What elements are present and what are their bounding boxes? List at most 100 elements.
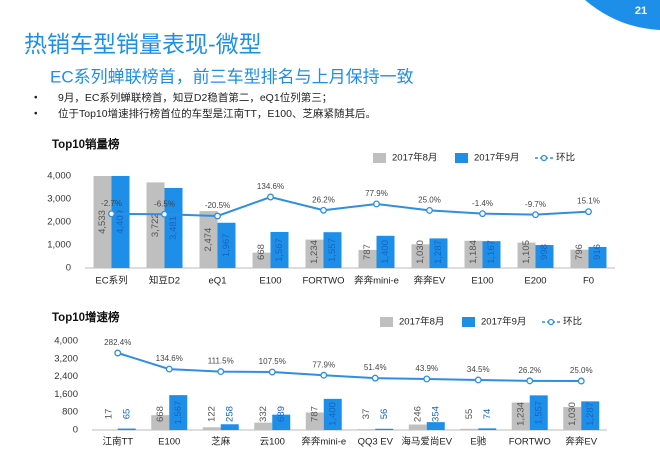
x-tick-label: E100 bbox=[471, 276, 493, 287]
line-marker bbox=[320, 206, 327, 214]
bullet-text: 位于Top10增速排行榜首位的车型是江南TT，E100、芝麻紧随其后。 bbox=[58, 107, 376, 120]
bar-value-label: 258 bbox=[224, 406, 235, 422]
x-tick-label: FORTWO bbox=[302, 276, 344, 287]
bar bbox=[272, 414, 291, 430]
x-tick-label: 江南TT bbox=[102, 436, 133, 448]
x-tick-label: E100 bbox=[259, 276, 281, 287]
line-marker bbox=[585, 208, 592, 216]
bar bbox=[517, 242, 536, 268]
x-tick-label: EC系列 bbox=[95, 275, 127, 287]
bar-value-label: 3,481 bbox=[168, 216, 179, 240]
bar-value-label: 1,030 bbox=[415, 240, 426, 264]
legend-marker bbox=[540, 154, 548, 162]
slide-subtitle: EC系列蝉联榜首，前三车型排名与上月保持一致 bbox=[50, 67, 414, 86]
bar bbox=[252, 252, 271, 268]
legend-marker bbox=[547, 318, 555, 326]
bar bbox=[588, 246, 607, 268]
x-tick-label: E驰 bbox=[470, 436, 486, 448]
bar-value-label: 1,105 bbox=[521, 240, 532, 264]
line-marker bbox=[267, 193, 274, 201]
x-tick-label: eQ1 bbox=[209, 276, 227, 287]
x-tick-label: F0 bbox=[583, 276, 594, 287]
bar bbox=[164, 187, 183, 268]
bar-value-label: 1,030 bbox=[567, 402, 578, 426]
bar bbox=[411, 244, 430, 268]
line-marker bbox=[526, 377, 534, 385]
line-marker bbox=[114, 349, 122, 357]
line-value-label: 25.0% bbox=[418, 196, 441, 205]
chart-title: Top10销量榜 bbox=[52, 137, 120, 151]
line-marker bbox=[423, 375, 431, 383]
bar bbox=[535, 245, 554, 268]
bar bbox=[511, 402, 530, 430]
line-marker bbox=[161, 210, 168, 218]
bar bbox=[117, 428, 136, 430]
line-marker bbox=[214, 212, 221, 220]
line-value-label: 26.2% bbox=[518, 366, 541, 375]
bar bbox=[270, 231, 289, 268]
chart-title: Top10增速榜 bbox=[52, 310, 120, 324]
legend-label: 环比 bbox=[556, 152, 575, 164]
bar-value-label: 56 bbox=[379, 409, 390, 420]
bar-value-label: 1,287 bbox=[433, 240, 444, 264]
legend-label: 环比 bbox=[563, 316, 582, 328]
line-value-label: -20.5% bbox=[205, 201, 230, 210]
bar bbox=[429, 238, 448, 268]
y-tick-label: 1,000 bbox=[47, 240, 71, 251]
line-marker bbox=[268, 368, 276, 376]
bar bbox=[305, 412, 324, 430]
bar-value-label: 787 bbox=[309, 406, 320, 422]
line-marker bbox=[474, 376, 482, 384]
bar-value-label: 4,533 bbox=[97, 210, 108, 234]
y-tick-label: 2,000 bbox=[47, 217, 71, 228]
line-value-label: -9.7% bbox=[525, 200, 546, 209]
bar-value-label: 246 bbox=[412, 406, 423, 422]
bar-value-label: 332 bbox=[258, 406, 269, 422]
legend-swatch bbox=[462, 317, 475, 327]
line-value-label: 34.5% bbox=[467, 365, 490, 374]
x-tick-label: 奔奔EV bbox=[565, 436, 597, 448]
bar bbox=[464, 240, 483, 268]
bar-value-label: 122 bbox=[206, 406, 217, 422]
line-value-label: 15.1% bbox=[577, 197, 600, 206]
bar-value-label: 1,167 bbox=[486, 240, 497, 264]
line-value-label: 111.5% bbox=[208, 357, 234, 366]
bar-value-label: 1,967 bbox=[221, 233, 232, 257]
x-tick-label: 奔奔mini-e bbox=[301, 436, 346, 448]
x-tick-label: 奔奔EV bbox=[414, 275, 446, 287]
bar bbox=[426, 422, 445, 430]
legend-swatch bbox=[373, 153, 386, 163]
bar bbox=[146, 182, 165, 268]
bar bbox=[570, 249, 589, 268]
legend-label: 2017年8月 bbox=[399, 316, 444, 328]
bar-value-label: 2,474 bbox=[203, 228, 214, 252]
bar-value-label: 796 bbox=[574, 244, 585, 260]
y-tick-label: 1,600 bbox=[54, 389, 78, 400]
bar bbox=[376, 235, 395, 268]
legend-label: 2017年8月 bbox=[392, 152, 437, 164]
x-tick-label: 云100 bbox=[260, 437, 285, 448]
y-tick-label: 0 bbox=[73, 425, 78, 436]
bar bbox=[111, 176, 130, 268]
line-value-label: -2.7% bbox=[101, 199, 122, 208]
bar-value-label: 1,557 bbox=[327, 238, 338, 262]
bar bbox=[220, 424, 239, 430]
line-marker bbox=[426, 206, 433, 214]
y-tick-label: 800 bbox=[62, 407, 78, 418]
legend-swatch bbox=[455, 153, 468, 163]
x-tick-label: QQ3 EV bbox=[358, 437, 394, 448]
bar bbox=[478, 428, 497, 430]
x-tick-label: FORTWO bbox=[509, 437, 551, 448]
bar-value-label: 3,722 bbox=[150, 213, 161, 237]
bar-value-label: 998 bbox=[539, 244, 550, 260]
bar-value-label: 1,567 bbox=[274, 238, 285, 262]
line-marker bbox=[371, 374, 379, 382]
legend-label: 2017年9月 bbox=[481, 316, 526, 328]
line-marker bbox=[577, 377, 585, 385]
line-marker bbox=[479, 210, 486, 218]
bar-value-label: 787 bbox=[362, 244, 373, 260]
bar bbox=[323, 398, 342, 430]
bar-value-label: 916 bbox=[592, 244, 603, 260]
line-marker bbox=[165, 365, 173, 373]
